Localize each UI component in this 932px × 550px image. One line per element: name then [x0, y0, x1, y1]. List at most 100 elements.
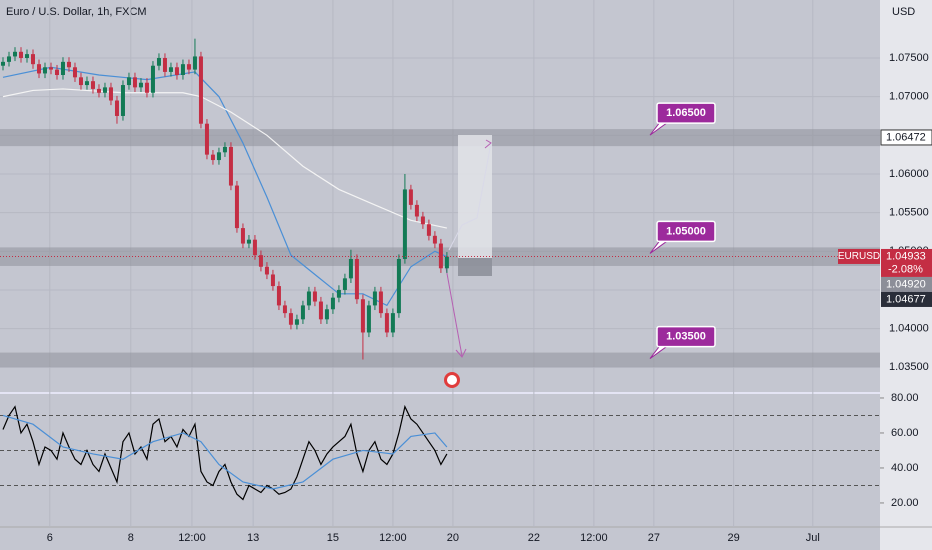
candle-body [336, 289, 341, 298]
candle-body [360, 299, 365, 333]
chart-title: Euro / U.S. Dollar, 1h, FXCM [6, 6, 147, 18]
candle-body [222, 146, 227, 153]
price-tag [881, 248, 932, 277]
candle-body [162, 57, 167, 72]
candle-body [120, 85, 125, 116]
arrow-head [484, 139, 492, 149]
candle-body [258, 255, 263, 267]
zone-label: 1.03500 [666, 330, 706, 342]
rsi-tick-label: 60.00 [891, 427, 919, 439]
price-change: -2.08% [888, 263, 923, 275]
label-pointer [649, 345, 669, 359]
candle-body [426, 224, 431, 236]
candle-body [6, 56, 11, 62]
x-tick-label: 12:00 [379, 532, 407, 544]
candle-body [90, 81, 95, 89]
candle-body [318, 301, 323, 320]
rsi-tick-label: 40.00 [891, 462, 919, 474]
candle-body [18, 51, 23, 58]
x-tick-label: 6 [47, 532, 53, 544]
x-tick-label: Jul [806, 532, 820, 544]
candle-body [288, 313, 293, 325]
candle-body [66, 61, 71, 68]
candle-body [96, 88, 101, 93]
currency: USD [892, 6, 915, 18]
candle-body [144, 82, 149, 93]
zone-label: 1.06500 [666, 107, 706, 119]
candle-body [420, 216, 425, 225]
candle-body [372, 291, 377, 306]
candle-body [150, 65, 155, 93]
candle-body [72, 67, 77, 78]
price-tag-label: 1.06472 [886, 131, 926, 143]
y-tick-label: 1.03500 [889, 361, 929, 373]
symbol-tag [838, 248, 880, 264]
candle-body [36, 64, 41, 74]
candle-body [342, 278, 347, 290]
candle-body [210, 154, 215, 161]
x-tick-label: 8 [128, 532, 134, 544]
y-tick-label: 1.07000 [889, 91, 929, 103]
candle-body [234, 185, 239, 229]
symbol-label: EURUSD [838, 251, 880, 262]
candle-body [324, 309, 329, 320]
candle-body [126, 77, 131, 86]
candle-body [132, 77, 137, 88]
rsi-line [2, 404, 448, 501]
price-tag [881, 291, 932, 307]
position-tool [445, 135, 492, 358]
event-flag [447, 375, 457, 385]
zone-label: 1.05000 [666, 225, 706, 237]
candle-body [30, 54, 35, 65]
label-pointer [649, 121, 669, 136]
zone [0, 352, 880, 368]
rsi-ma-line [2, 414, 448, 490]
candle-body [216, 152, 221, 161]
candle-body [48, 67, 53, 70]
rsi-tick-label: 20.00 [891, 497, 919, 509]
projection-down [445, 267, 463, 357]
zone-label-box [656, 102, 716, 124]
candle-body [330, 297, 335, 310]
y-tick-label: 1.04000 [889, 323, 929, 335]
candle-body [396, 259, 401, 314]
y-tick-label: 1.06000 [889, 168, 929, 180]
candle-body [312, 291, 317, 302]
candle-body [60, 61, 65, 75]
candle-body [306, 291, 311, 306]
candle-body [84, 81, 89, 86]
candle-body [390, 313, 395, 333]
candle-body [204, 123, 209, 155]
candle-body [0, 61, 5, 66]
candle-body [174, 67, 179, 75]
candle-body [384, 313, 389, 333]
candle-body [168, 67, 173, 72]
candle-body [438, 243, 443, 269]
zone-label-box [656, 220, 716, 243]
candle-body [78, 77, 83, 86]
label-pointer [649, 240, 669, 254]
candle-body [180, 64, 185, 75]
candle-body [444, 256, 449, 269]
candle-body [186, 64, 191, 70]
zone-label-box [656, 325, 716, 348]
candle-body [252, 239, 257, 256]
candle-body [366, 305, 371, 333]
candle-body [276, 286, 281, 306]
candle-body [402, 189, 407, 260]
candle-body [156, 57, 161, 66]
price-tag-label: 1.04677 [886, 293, 926, 305]
price-tag [880, 129, 932, 146]
candle-body [408, 189, 413, 205]
candle-body [114, 100, 119, 116]
candle-body [414, 204, 419, 217]
x-tick-label: 20 [447, 532, 459, 544]
zone [0, 129, 880, 147]
price-tag [881, 276, 932, 292]
x-tick-label: 13 [247, 532, 259, 544]
candle-body [378, 291, 383, 314]
arrow-head [455, 348, 467, 358]
projection-up [448, 142, 492, 251]
